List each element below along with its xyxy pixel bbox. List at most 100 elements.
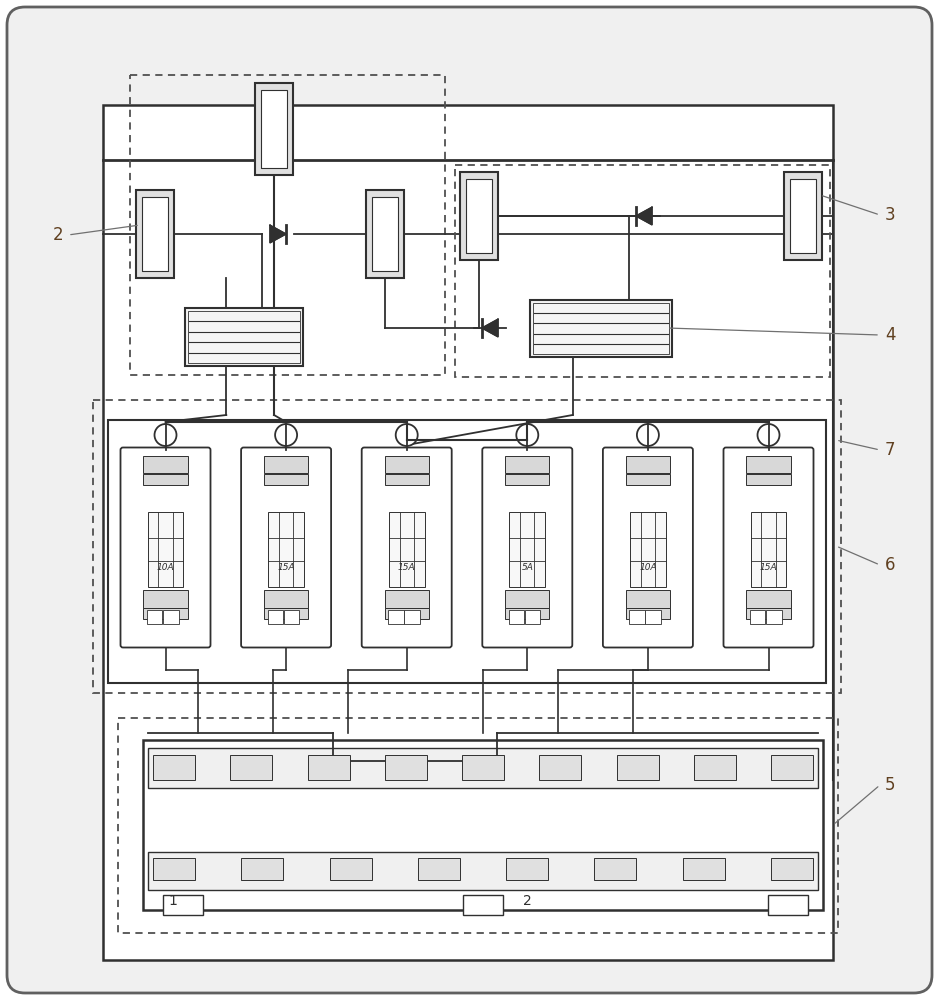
Bar <box>261 90 287 168</box>
FancyBboxPatch shape <box>603 448 693 648</box>
Bar <box>389 512 424 586</box>
Bar <box>264 456 308 473</box>
Bar <box>771 858 813 880</box>
Bar <box>533 303 669 354</box>
Text: 10A: 10A <box>639 562 656 572</box>
Bar <box>142 197 168 271</box>
Text: 6: 6 <box>885 556 895 574</box>
Bar <box>153 755 195 780</box>
Bar <box>505 590 549 608</box>
Bar <box>372 197 398 271</box>
Circle shape <box>155 424 177 446</box>
Polygon shape <box>270 225 286 243</box>
Bar <box>539 755 581 780</box>
Bar <box>93 400 841 693</box>
Bar <box>385 474 429 485</box>
Bar <box>747 608 791 619</box>
Bar <box>455 165 830 377</box>
Circle shape <box>395 424 418 446</box>
Bar <box>153 858 195 880</box>
Bar <box>747 456 791 473</box>
Bar <box>645 610 661 624</box>
Bar <box>307 755 349 780</box>
Bar <box>462 755 504 780</box>
Bar <box>148 748 818 788</box>
Text: 4: 4 <box>885 326 895 344</box>
FancyBboxPatch shape <box>483 448 572 648</box>
FancyBboxPatch shape <box>120 448 210 648</box>
Bar <box>385 590 429 608</box>
Bar <box>268 610 283 624</box>
Bar <box>241 858 284 880</box>
Bar <box>466 179 492 253</box>
Bar <box>530 300 672 357</box>
Bar <box>625 474 670 485</box>
Bar <box>747 474 791 485</box>
Bar <box>147 512 183 586</box>
Bar <box>144 590 188 608</box>
Bar <box>784 172 822 260</box>
Bar <box>790 179 816 253</box>
Bar <box>284 610 300 624</box>
Bar <box>766 610 781 624</box>
Bar <box>366 190 404 278</box>
Bar <box>185 308 303 366</box>
Bar <box>404 610 420 624</box>
Bar <box>388 610 404 624</box>
Polygon shape <box>482 319 498 337</box>
Bar <box>625 456 670 473</box>
Bar <box>630 512 666 586</box>
Bar <box>771 755 813 780</box>
Bar <box>629 610 645 624</box>
Text: 15A: 15A <box>398 562 416 572</box>
Bar <box>144 608 188 619</box>
Bar <box>103 105 833 960</box>
Bar <box>144 474 188 485</box>
Bar <box>264 608 308 619</box>
Circle shape <box>637 424 659 446</box>
Bar <box>594 858 637 880</box>
Bar <box>264 590 308 608</box>
Bar <box>460 172 498 260</box>
FancyBboxPatch shape <box>7 7 932 993</box>
Circle shape <box>275 424 297 446</box>
Bar <box>118 718 838 933</box>
Bar <box>143 740 823 910</box>
Bar <box>750 610 765 624</box>
Text: 2: 2 <box>523 894 531 908</box>
Text: 2: 2 <box>53 226 63 244</box>
Text: 5: 5 <box>885 776 895 794</box>
Bar <box>330 858 372 880</box>
Bar <box>750 512 786 586</box>
Bar <box>505 608 549 619</box>
Text: 3: 3 <box>885 206 895 224</box>
Bar <box>525 610 540 624</box>
Text: 15A: 15A <box>277 562 295 572</box>
Bar <box>510 512 546 586</box>
Bar <box>418 858 460 880</box>
Bar <box>505 474 549 485</box>
Bar <box>163 895 203 915</box>
FancyBboxPatch shape <box>241 448 331 648</box>
Bar <box>269 512 304 586</box>
Bar <box>625 590 670 608</box>
Bar <box>136 190 174 278</box>
Bar <box>463 895 503 915</box>
Bar <box>694 755 736 780</box>
Text: 15A: 15A <box>760 562 777 572</box>
Bar <box>385 755 426 780</box>
Bar <box>144 456 188 473</box>
Bar <box>509 610 524 624</box>
Bar <box>747 590 791 608</box>
Text: 7: 7 <box>885 441 895 459</box>
Text: 5A: 5A <box>521 562 533 572</box>
Bar <box>683 858 725 880</box>
Circle shape <box>758 424 779 446</box>
Bar <box>617 755 658 780</box>
Bar <box>255 83 293 175</box>
Bar <box>108 420 826 683</box>
Bar <box>264 474 308 485</box>
Bar <box>130 75 445 375</box>
FancyBboxPatch shape <box>362 448 452 648</box>
Circle shape <box>516 424 538 446</box>
